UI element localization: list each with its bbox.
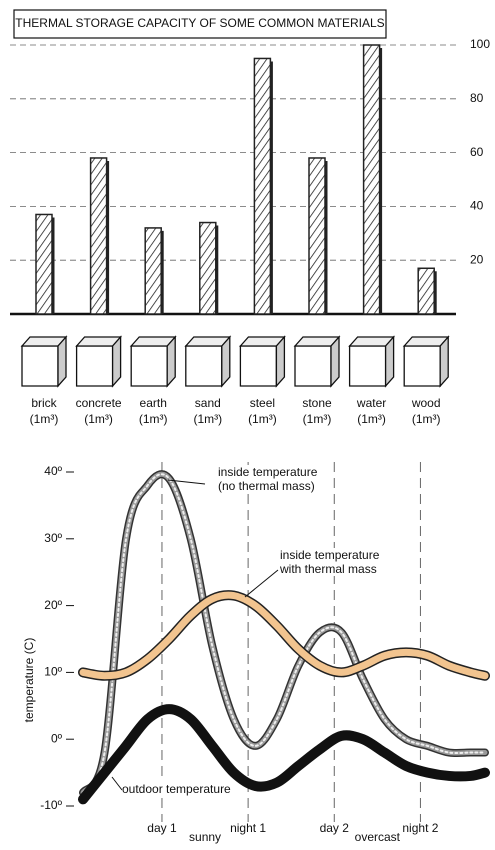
x-tick-label: concrete bbox=[76, 396, 122, 410]
x-tick-label: earth bbox=[140, 396, 167, 410]
x-tick-unit: (1m³) bbox=[84, 412, 113, 426]
x-tick-unit: (1m³) bbox=[303, 412, 332, 426]
title-box bbox=[13, 9, 387, 39]
y-tick-label: -10º bbox=[40, 798, 62, 812]
x-tick-label: steel bbox=[250, 396, 275, 410]
material-icon-side bbox=[57, 335, 67, 388]
bar bbox=[89, 157, 108, 315]
leader-line bbox=[167, 479, 206, 485]
leader-line bbox=[244, 569, 279, 598]
series-label: inside temperature (no thermal mass) bbox=[218, 465, 330, 493]
bar bbox=[417, 267, 435, 315]
x-tick-unit: (1m³) bbox=[193, 412, 222, 426]
material-icon-side bbox=[166, 335, 176, 388]
y-tick-label: 60 bbox=[470, 145, 484, 159]
x-tick-label: day 1 bbox=[147, 821, 177, 835]
y-tick-label: 30º bbox=[44, 531, 62, 545]
bar bbox=[35, 213, 53, 315]
x-tick-unit: (1m³) bbox=[412, 412, 441, 426]
y-tick-label: 100 bbox=[470, 37, 490, 51]
bar bbox=[144, 227, 162, 315]
bar bbox=[253, 57, 272, 315]
material-icon-front bbox=[403, 345, 441, 387]
x-tick-label: stone bbox=[302, 396, 332, 410]
material-icon-front bbox=[75, 345, 114, 387]
material-icon-front bbox=[21, 345, 59, 387]
line bbox=[79, 591, 489, 680]
y-tick-label: 40 bbox=[470, 199, 484, 213]
bar bbox=[362, 44, 381, 315]
annotation: sunny bbox=[189, 830, 221, 844]
x-tick-unit: (1m³) bbox=[357, 412, 386, 426]
material-icon-side bbox=[221, 335, 231, 388]
annotation: overcast bbox=[355, 830, 401, 844]
material-icon-side bbox=[439, 335, 449, 388]
material-icon-front bbox=[239, 345, 278, 387]
y-tick-label: 40º bbox=[44, 464, 62, 478]
line bbox=[78, 704, 490, 805]
material-icon-side bbox=[384, 335, 395, 388]
x-tick-label: night 2 bbox=[402, 821, 438, 835]
leader-line bbox=[111, 776, 123, 791]
chart-title: THERMAL STORAGE CAPACITY OF SOME COMMON … bbox=[15, 16, 384, 30]
material-icon-side bbox=[111, 335, 122, 388]
x-tick-label: night 1 bbox=[230, 821, 266, 835]
y-tick-label: 20 bbox=[470, 252, 484, 266]
series-label: outdoor temperature bbox=[122, 782, 232, 796]
y-tick-label: 10º bbox=[44, 665, 62, 679]
x-tick-unit: (1m³) bbox=[248, 412, 277, 426]
series-label: inside temperature with thermal mass bbox=[280, 548, 400, 576]
material-icon-front bbox=[130, 345, 168, 387]
y-tick-label: 20º bbox=[44, 598, 62, 612]
x-tick-label: water bbox=[356, 396, 386, 410]
y-tick-label: 0º bbox=[51, 731, 63, 745]
x-tick-label: day 2 bbox=[320, 821, 350, 835]
bar bbox=[308, 157, 326, 315]
x-tick-unit: (1m³) bbox=[139, 412, 168, 426]
y-tick-label: 80 bbox=[470, 91, 484, 105]
x-tick-label: brick bbox=[31, 396, 57, 410]
material-icon-front bbox=[185, 345, 223, 387]
material-icon-side bbox=[330, 335, 340, 388]
bar bbox=[199, 221, 217, 315]
x-tick-label: sand bbox=[195, 396, 221, 410]
x-tick-label: wood bbox=[411, 396, 441, 410]
material-icon-front bbox=[294, 345, 332, 387]
x-tick-unit: (1m³) bbox=[30, 412, 59, 426]
line bbox=[82, 473, 486, 794]
material-icon-side bbox=[275, 335, 286, 388]
y-axis-label: temperature (C) bbox=[22, 638, 36, 723]
material-icon-front bbox=[348, 345, 387, 387]
